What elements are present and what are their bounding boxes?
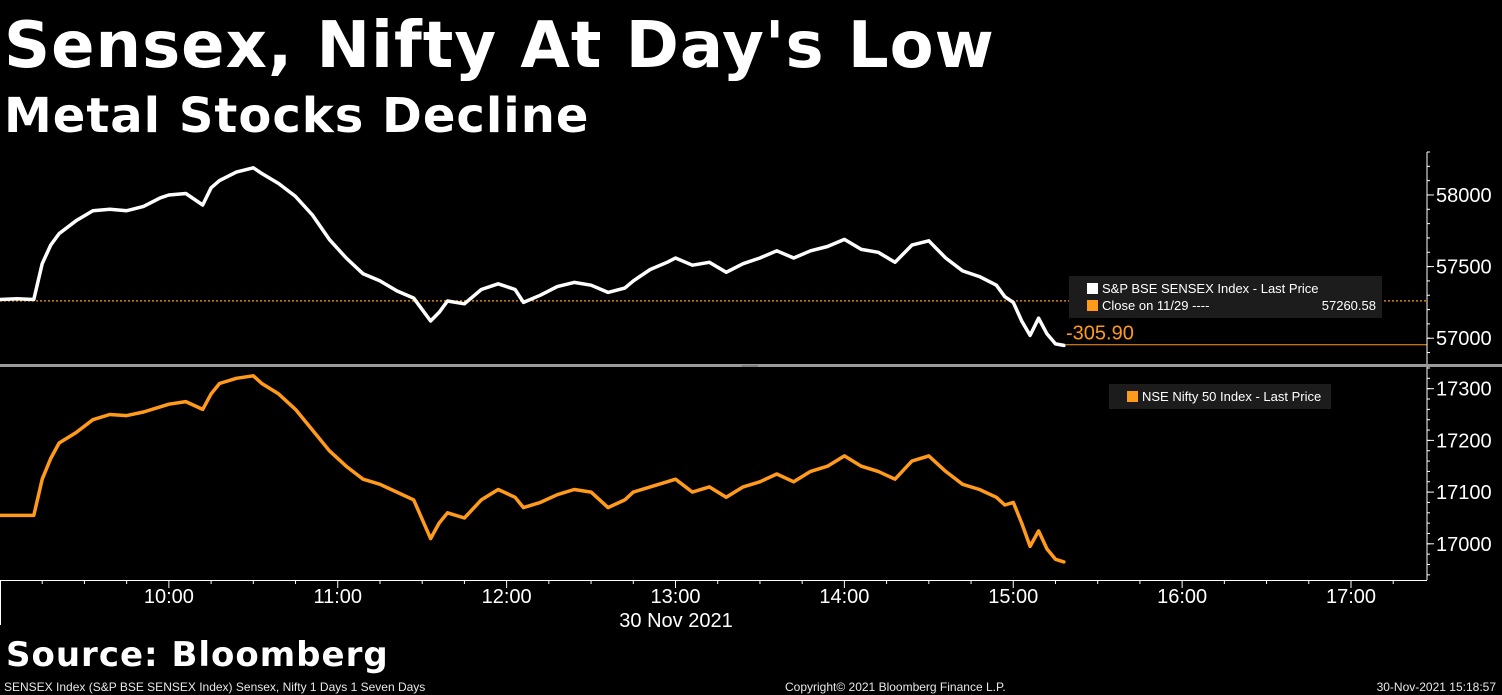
sensex-legend-swatch xyxy=(1087,300,1098,311)
footer-timestamp: 30-Nov-2021 15:18:57 xyxy=(1376,680,1496,694)
footer-copyright: Copyright© 2021 Bloomberg Finance L.P. xyxy=(785,680,1006,694)
x-tick-label: 11:00 xyxy=(313,586,362,608)
sensex-legend-box xyxy=(1069,276,1382,318)
sensex-y-tick-label: 58000 xyxy=(1436,185,1492,207)
nifty-series-line xyxy=(0,374,1066,564)
nifty-legend-box xyxy=(1109,384,1331,409)
footer-description: SENSEX Index (S&P BSE SENSEX Index) Sens… xyxy=(4,680,426,694)
source-label: Source: Bloomberg xyxy=(6,635,389,675)
x-tick-label: 17:00 xyxy=(1326,586,1376,608)
nifty-plot: 17000 17100 17200 17300 NSE Nifty 50 Index -… xyxy=(0,367,1492,576)
x-tick-label: 12:00 xyxy=(482,586,532,608)
sensex-legend-swatch xyxy=(1087,283,1098,294)
sensex-y-tick-label: 57500 xyxy=(1436,257,1492,279)
nifty-y-tick-label: 17000 xyxy=(1436,534,1492,556)
sensex-series-line xyxy=(0,166,1066,348)
nifty-y-tick-label: 17100 xyxy=(1436,482,1492,504)
nifty-legend-label: NSE Nifty 50 Index - Last Price xyxy=(1142,389,1321,404)
headline: Sensex, Nifty At Day's Low xyxy=(4,9,995,83)
footer: SENSEX Index (S&P BSE SENSEX Index) Sens… xyxy=(0,679,1502,695)
nifty-legend-swatch xyxy=(1127,391,1138,402)
x-tick-label: 10:00 xyxy=(144,586,194,608)
nifty-y-tick-label: 17200 xyxy=(1436,430,1492,452)
x-date-label: 30 Nov 2021 xyxy=(619,610,732,632)
x-tick-label: 13:00 xyxy=(650,586,700,608)
sensex-legend-value: 57260.58 xyxy=(1322,298,1376,313)
x-axis: 10:00 11:00 12:00 13:00 14:00 15:00 16:00 17:00… xyxy=(41,580,1394,632)
x-tick-label: 16:00 xyxy=(1157,586,1207,608)
sensex-legend-label: Close on 11/29 ---- xyxy=(1102,298,1209,313)
x-tick-label: 15:00 xyxy=(988,586,1038,608)
sensex-y-tick-label: 57000 xyxy=(1436,328,1492,350)
x-tick-label: 14:00 xyxy=(819,586,869,608)
change-label: -305.90 xyxy=(1066,323,1134,345)
subheadline: Metal Stocks Decline xyxy=(4,88,590,144)
sensex-plot: 57000 57500 58000 -305.90 S&P BSE SENSEX Ind… xyxy=(0,151,1492,354)
sensex-legend-label: S&P BSE SENSEX Index - Last Price xyxy=(1102,281,1319,296)
nifty-y-tick-label: 17300 xyxy=(1436,379,1492,401)
